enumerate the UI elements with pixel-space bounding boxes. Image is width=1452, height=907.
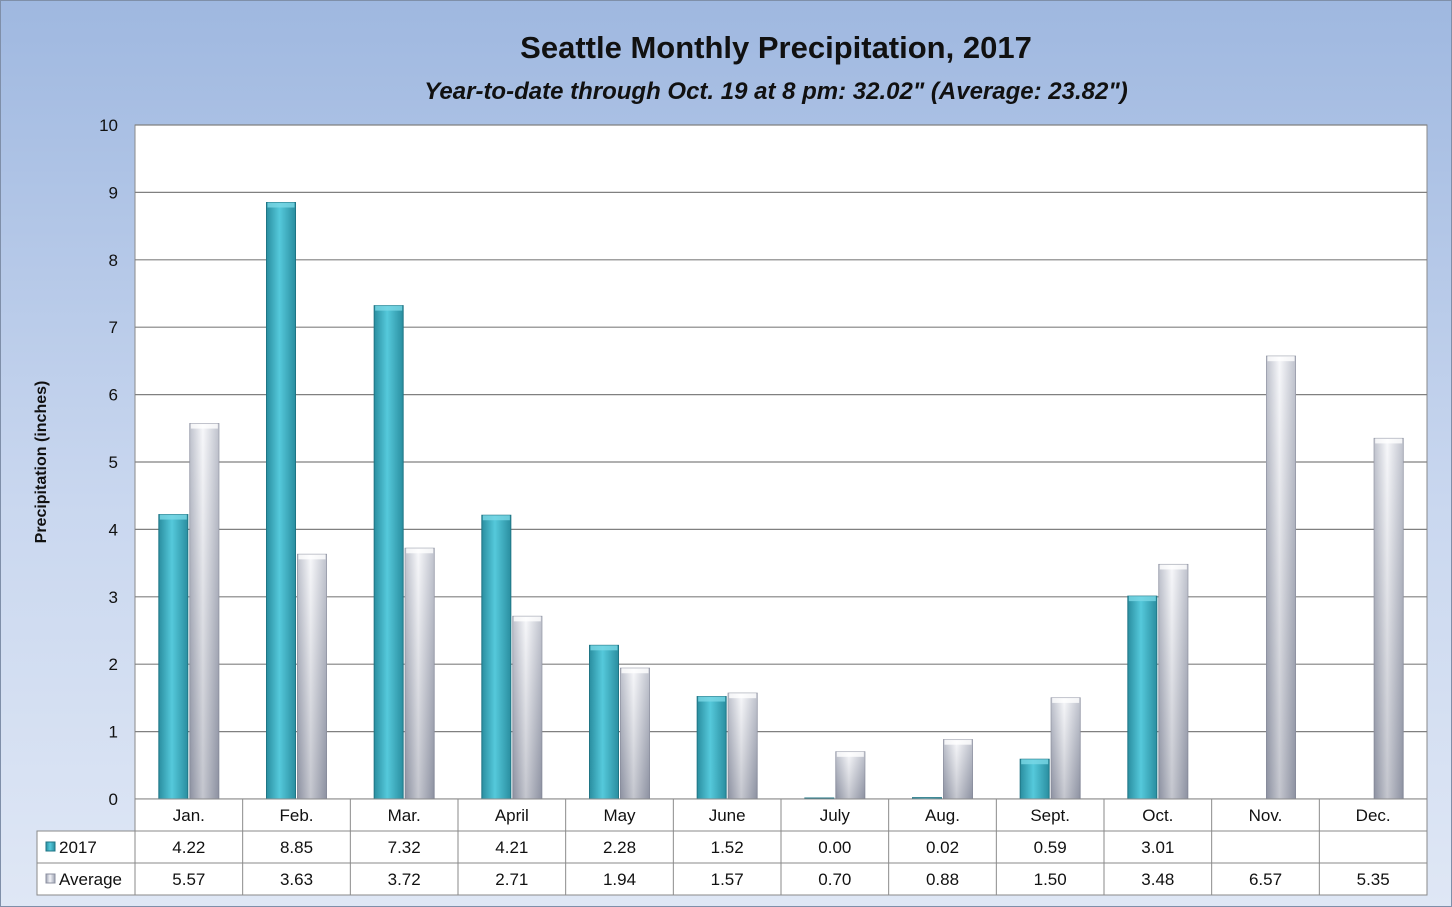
data-label: 8.85 bbox=[280, 838, 313, 857]
x-tick-label: May bbox=[603, 806, 636, 825]
y-tick-label: 2 bbox=[109, 655, 118, 674]
y-tick-label: 0 bbox=[109, 790, 118, 809]
y-tick-label: 10 bbox=[99, 116, 118, 135]
gridlines bbox=[135, 124, 1427, 800]
legend-key bbox=[45, 841, 56, 852]
x-tick-label: April bbox=[495, 806, 529, 825]
bar-2017 bbox=[1019, 758, 1050, 800]
data-label: 4.21 bbox=[495, 838, 528, 857]
data-label: 6.57 bbox=[1249, 870, 1282, 889]
data-label: 7.32 bbox=[388, 838, 421, 857]
x-tick-label: Sept. bbox=[1030, 806, 1070, 825]
x-tick-label: Feb. bbox=[279, 806, 313, 825]
bar-average bbox=[1158, 563, 1189, 800]
legend-label: 2017 bbox=[59, 838, 97, 857]
bar-2017 bbox=[589, 644, 619, 800]
data-label: 1.50 bbox=[1034, 870, 1067, 889]
data-label: 1.57 bbox=[711, 870, 744, 889]
chart-subtitle: Year-to-date through Oct. 19 at 8 pm: 32… bbox=[424, 78, 1128, 105]
x-tick-label: Dec. bbox=[1356, 806, 1391, 825]
data-label: 5.35 bbox=[1357, 870, 1390, 889]
data-label: 3.72 bbox=[388, 870, 421, 889]
legend-label: Average bbox=[59, 870, 122, 889]
data-label: 0.70 bbox=[818, 870, 851, 889]
bar-2017 bbox=[266, 202, 296, 800]
bar-average bbox=[835, 751, 866, 800]
y-tick-label: 3 bbox=[109, 588, 118, 607]
bar-2017 bbox=[696, 696, 727, 800]
x-tick-label: Mar. bbox=[388, 806, 421, 825]
data-label: 0.88 bbox=[926, 870, 959, 889]
bar-average bbox=[512, 615, 543, 800]
x-tick-label: Jan. bbox=[173, 806, 205, 825]
data-label: 3.01 bbox=[1141, 838, 1174, 857]
y-tick-label: 7 bbox=[109, 318, 118, 337]
bar-2017 bbox=[1127, 595, 1158, 800]
bar-average bbox=[943, 739, 973, 800]
data-label: 4.22 bbox=[172, 838, 205, 857]
bar-average bbox=[1050, 697, 1081, 800]
x-tick-label: July bbox=[820, 806, 851, 825]
bar-average bbox=[1373, 437, 1404, 800]
y-tick-label: 9 bbox=[109, 183, 118, 202]
data-label: 1.52 bbox=[711, 838, 744, 857]
bar-average bbox=[297, 553, 327, 800]
legend-key bbox=[45, 873, 56, 884]
bar-average bbox=[404, 547, 435, 800]
data-label: 0.59 bbox=[1034, 838, 1067, 857]
y-tick-label: 8 bbox=[109, 251, 118, 270]
x-tick-label: Nov. bbox=[1249, 806, 1283, 825]
y-tick-label: 5 bbox=[109, 453, 118, 472]
x-tick-label: June bbox=[709, 806, 746, 825]
data-label: 0.00 bbox=[818, 838, 851, 857]
y-tick-label: 1 bbox=[109, 723, 118, 742]
bar-average bbox=[727, 692, 758, 800]
data-label: 2.28 bbox=[603, 838, 636, 857]
data-label: 0.02 bbox=[926, 838, 959, 857]
x-tick-label: Aug. bbox=[925, 806, 960, 825]
bars bbox=[158, 202, 1404, 800]
data-label: 1.94 bbox=[603, 870, 636, 889]
data-label: 2.71 bbox=[495, 870, 528, 889]
bar-2017 bbox=[158, 514, 189, 800]
y-tick-label: 6 bbox=[109, 386, 118, 405]
bar-2017 bbox=[373, 305, 404, 800]
data-label: 3.48 bbox=[1141, 870, 1174, 889]
data-label: 3.63 bbox=[280, 870, 313, 889]
bar-average bbox=[620, 667, 650, 800]
y-axis-ticks: 0 1 2 3 4 5 6 7 8 9 10 bbox=[99, 116, 118, 809]
x-tick-label: Oct. bbox=[1142, 806, 1173, 825]
bar-average bbox=[189, 423, 220, 800]
bar-2017 bbox=[481, 514, 512, 800]
data-table: Jan. Feb. Mar. April May June July Aug. Sept. Oct… bbox=[36, 798, 1428, 896]
y-tick-label: 4 bbox=[109, 520, 118, 539]
data-label: 5.57 bbox=[172, 870, 205, 889]
bar-average bbox=[1266, 355, 1296, 800]
chart-title: Seattle Monthly Precipitation, 2017 bbox=[520, 30, 1032, 65]
